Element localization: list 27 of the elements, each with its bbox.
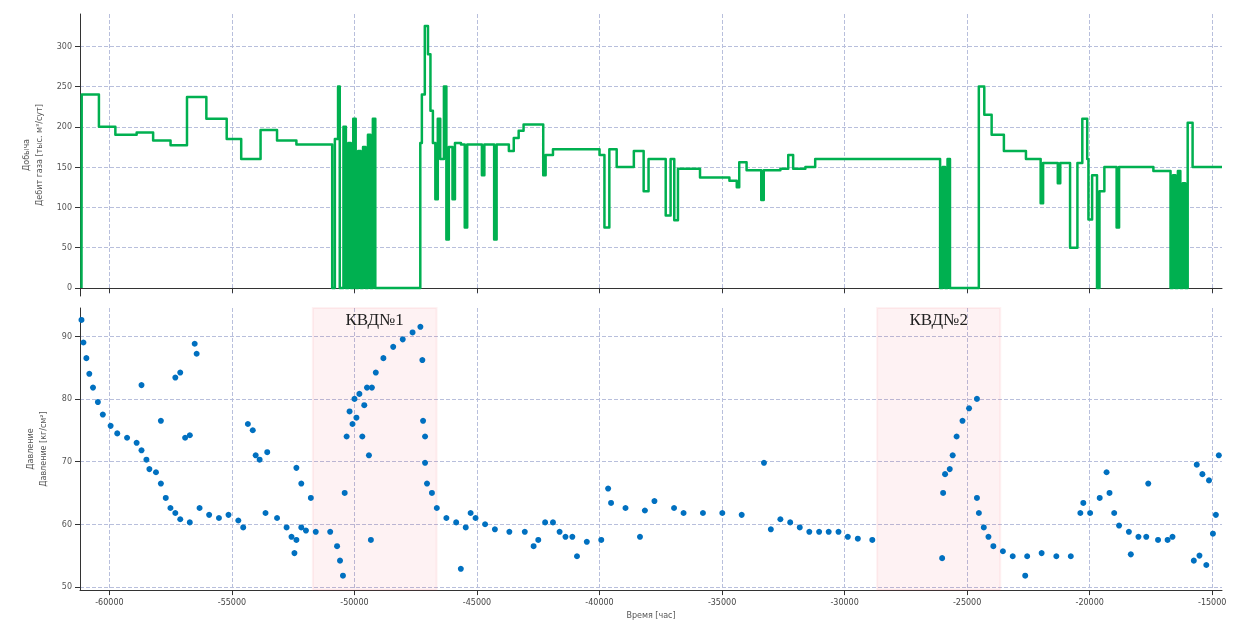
y-tick-label: 90 (61, 331, 72, 341)
y-axis-title: Добыча Дебит газа [тыс. м³/сут] (21, 104, 44, 206)
y-tick-label: 200 (56, 122, 72, 132)
y-tick-label: 50 (61, 243, 72, 253)
y-tick-label: 0 (66, 283, 72, 293)
y-tick-label: 300 (56, 41, 72, 51)
y-axis-title: Давление Давление [кг/см²] (26, 411, 48, 487)
y-tick-label: 80 (61, 394, 72, 404)
x-tick-label: -55000 (217, 597, 247, 607)
band-label: КВД№2 (909, 310, 968, 329)
x-tick-label: -45000 (462, 597, 492, 607)
x-tick-label: -15000 (1198, 597, 1227, 607)
y-tick-label: 60 (61, 519, 72, 529)
y-tick-label: 150 (56, 162, 72, 172)
x-axis-title: Время [час] (626, 610, 676, 620)
x-tick-label: -60000 (95, 597, 124, 607)
y-tick-label: 50 (61, 582, 72, 592)
x-tick-label: -25000 (952, 597, 982, 607)
x-tick-label: -50000 (340, 597, 369, 607)
y-tick-label: 70 (61, 457, 72, 467)
band-label: КВД№1 (345, 310, 404, 329)
y-tick-label: 100 (56, 202, 72, 212)
x-tick-label: -40000 (585, 597, 614, 607)
y-tick-label: 250 (56, 82, 72, 92)
x-tick-label: -35000 (707, 597, 737, 607)
x-tick-label: -30000 (830, 597, 859, 607)
x-tick-label: -20000 (1075, 597, 1104, 607)
